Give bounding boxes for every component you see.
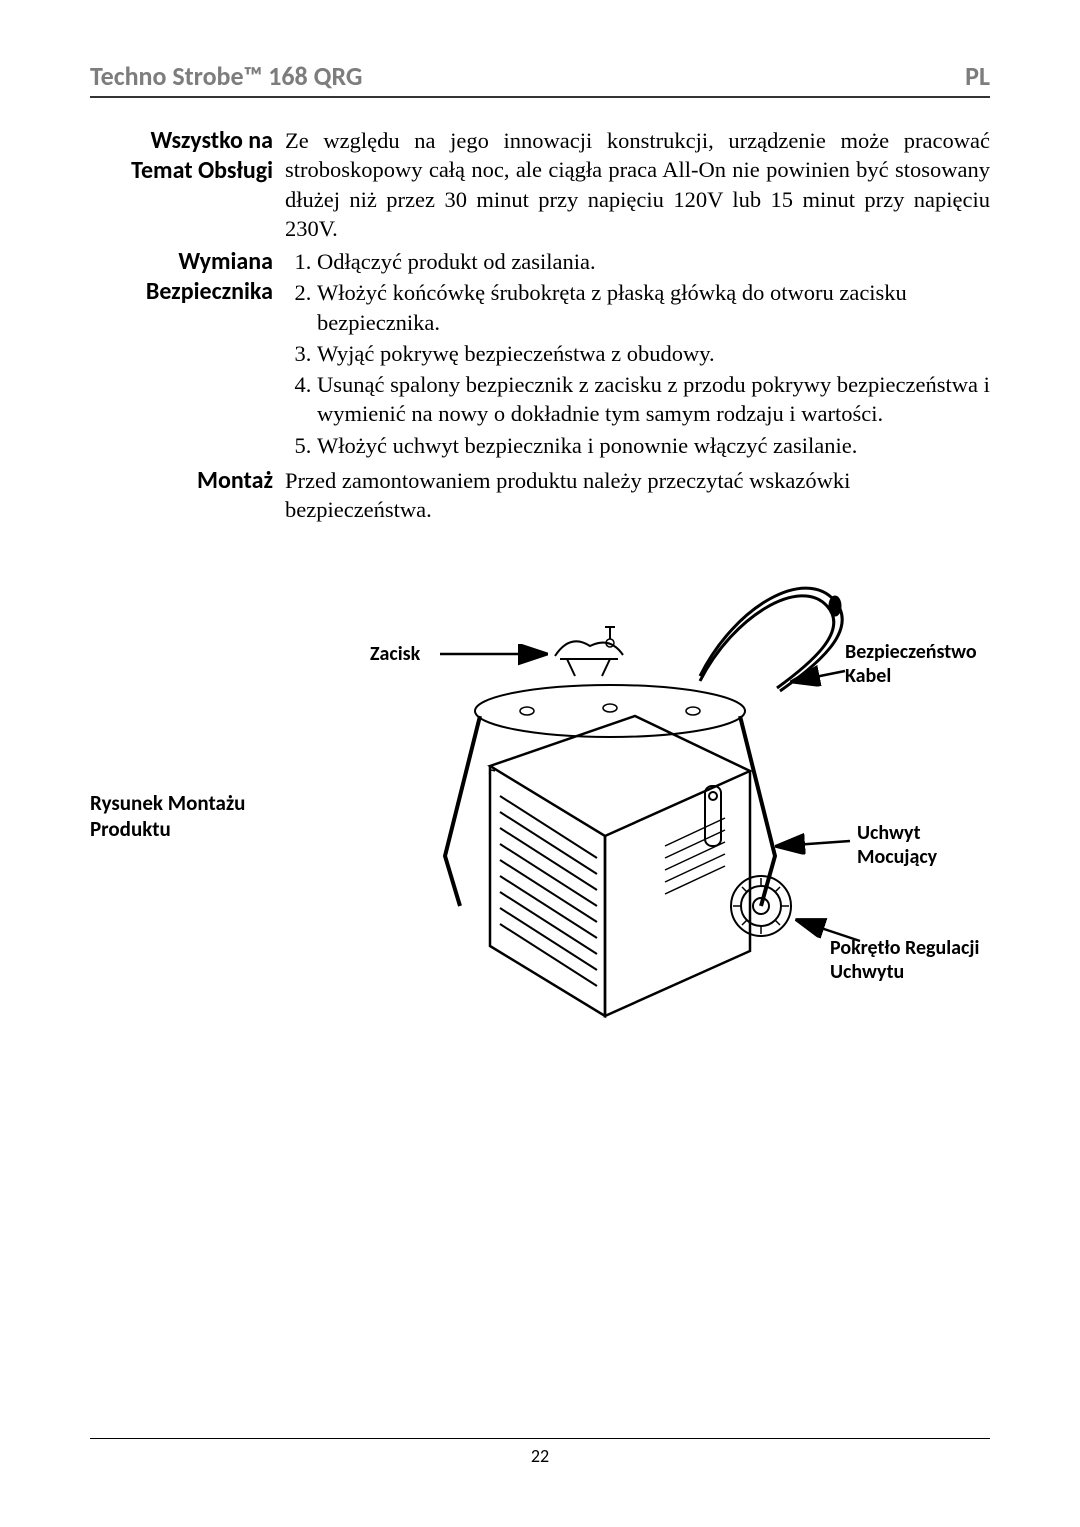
running-header: Techno Strobe™ 168 QRG PL (90, 60, 990, 98)
fuse-label-line1: Wymiana (178, 247, 273, 276)
diagram-label-line2: Produktu (90, 816, 171, 842)
annot-knob-line2: Uchwytu (830, 960, 904, 984)
fuse-step: Wyjąć pokrywę bezpieczeństwa z obudowy. (317, 339, 990, 368)
section-duty: Wszystko na Temat Obsługi Ze względu na … (90, 126, 990, 243)
diagram-block: Rysunek Montażu Produktu (90, 546, 990, 1086)
annot-safety-cable-line1: Bezpieczeństwo (845, 640, 977, 664)
annot-knob: Pokrętło Regulacji Uchwytu (830, 936, 979, 984)
page-footer: 22 (90, 1438, 990, 1467)
section-fuse: Wymiana Bezpiecznika Odłączyć produkt od… (90, 247, 990, 462)
fuse-label-line2: Bezpiecznika (146, 277, 273, 306)
annot-bracket-line2: Mocujący (857, 845, 937, 869)
section-mount: Montaż Przed zamontowaniem produktu nale… (90, 466, 990, 525)
fuse-content: Odłączyć produkt od zasilania. Włożyć ko… (285, 247, 990, 462)
fuse-step: Odłączyć produkt od zasilania. (317, 247, 990, 276)
doc-title: Techno Strobe™ 168 QRG (90, 60, 362, 92)
annot-bracket-line1: Uchwyt (857, 821, 921, 845)
diagram-label: Rysunek Montażu Produktu (90, 790, 305, 843)
fuse-steps-list: Odłączyć produkt od zasilania. Włożyć ko… (285, 247, 990, 460)
fuse-step: Usunąć spalony bezpiecznik z zacisku z p… (317, 370, 990, 429)
mount-label: Montaż (90, 466, 285, 525)
fuse-step: Włożyć końcówkę śrubokręta z płaską głów… (317, 278, 990, 337)
duty-label-line1: Wszystko na (151, 126, 273, 155)
duty-text: Ze względu na jego innowacji konstrukcji… (285, 126, 990, 243)
annot-bracket: Uchwyt Mocujący (857, 821, 937, 869)
annot-knob-line1: Pokrętło Regulacji (830, 936, 979, 960)
annot-clamp: Zacisk (370, 642, 420, 666)
fuse-step: Włożyć uchwyt bezpiecznika i ponownie wł… (317, 431, 990, 460)
doc-language: PL (965, 60, 990, 92)
annot-safety-cable-line2: Kabel (845, 664, 891, 688)
mount-text: Przed zamontowaniem produktu należy prze… (285, 466, 990, 525)
annot-safety-cable: Bezpieczeństwo Kabel (845, 640, 977, 688)
page-body: Techno Strobe™ 168 QRG PL Wszystko na Te… (90, 60, 990, 1086)
page-number: 22 (531, 1445, 549, 1467)
duty-label-line2: Temat Obsługi (131, 156, 273, 185)
mounting-diagram-svg (305, 546, 990, 1086)
duty-label: Wszystko na Temat Obsługi (90, 126, 285, 243)
fuse-label: Wymiana Bezpiecznika (90, 247, 285, 462)
diagram-area: Zacisk Bezpieczeństwo Kabel Uchwyt Mocuj… (305, 546, 990, 1086)
diagram-label-line1: Rysunek Montażu (90, 790, 245, 816)
